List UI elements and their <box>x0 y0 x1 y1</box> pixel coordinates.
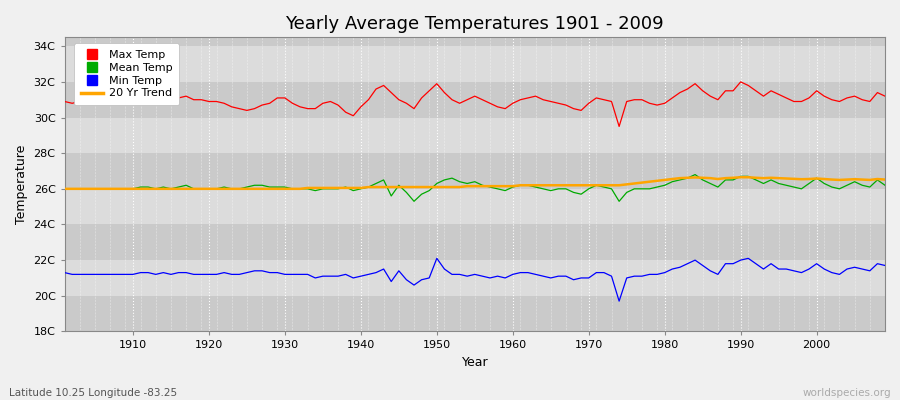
Y-axis label: Temperature: Temperature <box>15 145 28 224</box>
Bar <box>65 224 885 260</box>
Legend: Max Temp, Mean Temp, Min Temp, 20 Yr Trend: Max Temp, Mean Temp, Min Temp, 20 Yr Tre… <box>74 44 179 105</box>
Title: Yearly Average Temperatures 1901 - 2009: Yearly Average Temperatures 1901 - 2009 <box>285 15 664 33</box>
Bar <box>65 260 885 296</box>
Text: Latitude 10.25 Longitude -83.25: Latitude 10.25 Longitude -83.25 <box>9 388 177 398</box>
Bar <box>65 189 885 224</box>
X-axis label: Year: Year <box>462 356 488 369</box>
Bar <box>65 296 885 332</box>
Bar <box>65 82 885 118</box>
Text: worldspecies.org: worldspecies.org <box>803 388 891 398</box>
Bar <box>65 118 885 153</box>
Bar <box>65 46 885 82</box>
Bar <box>65 37 885 46</box>
Bar <box>65 153 885 189</box>
